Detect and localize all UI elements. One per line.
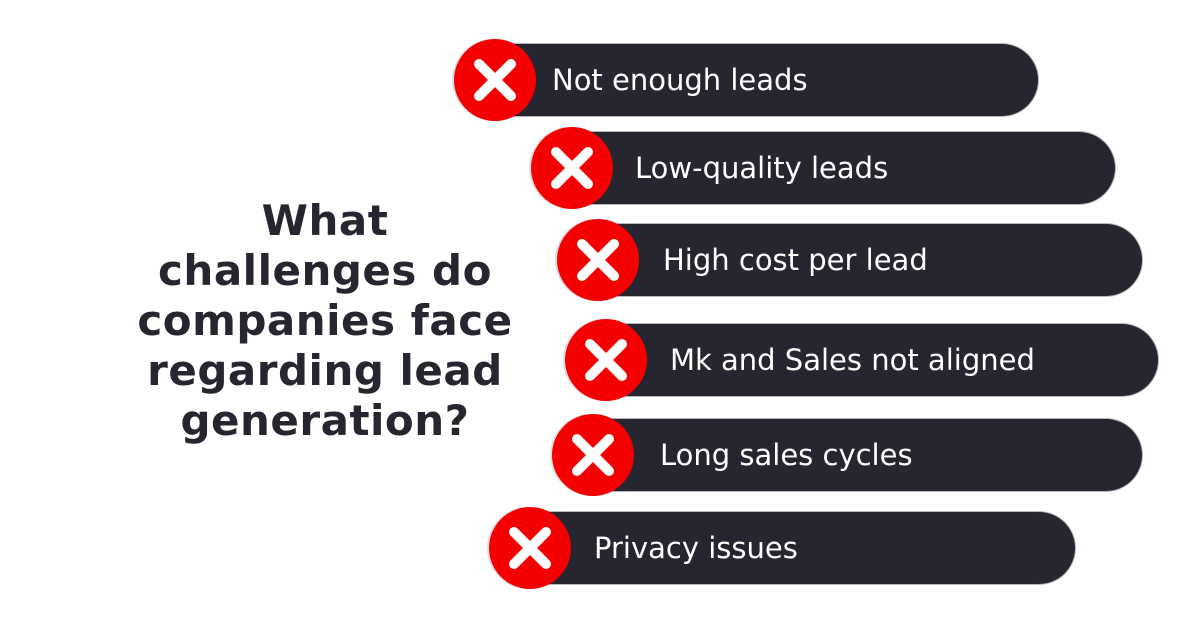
challenge-item: Low-quality leads: [531, 127, 1115, 209]
challenge-bar: [495, 44, 1038, 116]
challenge-label: Long sales cycles: [660, 438, 913, 472]
challenge-bar: [530, 512, 1075, 584]
challenge-label: Privacy issues: [594, 531, 798, 565]
challenge-label: Mk and Sales not aligned: [670, 343, 1035, 377]
headline: What challenges do companies face regard…: [100, 196, 550, 446]
challenge-item: High cost per lead: [557, 219, 1142, 301]
x-mark-icon: [531, 127, 613, 209]
x-mark-icon: [552, 414, 634, 496]
challenge-label: High cost per lead: [663, 243, 928, 277]
challenge-label: Not enough leads: [552, 63, 808, 97]
headline-line: challenges do: [158, 246, 492, 295]
headline-line: companies face: [137, 296, 513, 345]
headline-line: What: [261, 196, 389, 245]
x-mark-icon: [557, 219, 639, 301]
challenge-bar: [593, 419, 1142, 491]
challenge-label: Low-quality leads: [635, 151, 889, 185]
challenge-item: Mk and Sales not aligned: [565, 319, 1158, 401]
challenge-item: Privacy issues: [489, 507, 1075, 589]
challenge-bar: [572, 132, 1115, 204]
headline-line: generation?: [180, 396, 470, 445]
x-mark-icon: [489, 507, 571, 589]
headline-line: regarding lead: [147, 346, 503, 395]
challenge-bar: [606, 324, 1158, 396]
x-mark-icon: [565, 319, 647, 401]
challenge-item: Not enough leads: [454, 39, 1038, 121]
challenge-item: Long sales cycles: [552, 414, 1142, 496]
challenge-bar: [598, 224, 1142, 296]
x-mark-icon: [454, 39, 536, 121]
